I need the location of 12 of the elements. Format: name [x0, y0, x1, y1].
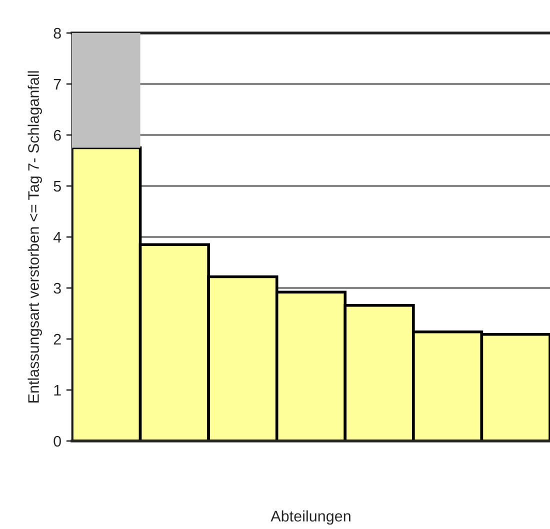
y-tick-label: 6 — [54, 130, 61, 141]
x-axis-title: Abteilungen — [270, 510, 350, 525]
y-tick-label: 0 — [54, 436, 61, 447]
y-tick-label: 3 — [54, 282, 61, 294]
y-axis-title: Entlassungsart verstorben <= Tag 7- Schlaganfall — [28, 71, 42, 402]
y-tick-label: 5 — [54, 181, 61, 192]
y-tick-label: 4 — [53, 232, 62, 243]
y-tick-label: 7 — [54, 79, 61, 90]
y-tick-label: 8 — [54, 28, 61, 39]
y-tick-label: 2 — [54, 334, 61, 345]
bar — [72, 33, 140, 148]
y-tick-label: 1 — [54, 385, 61, 396]
